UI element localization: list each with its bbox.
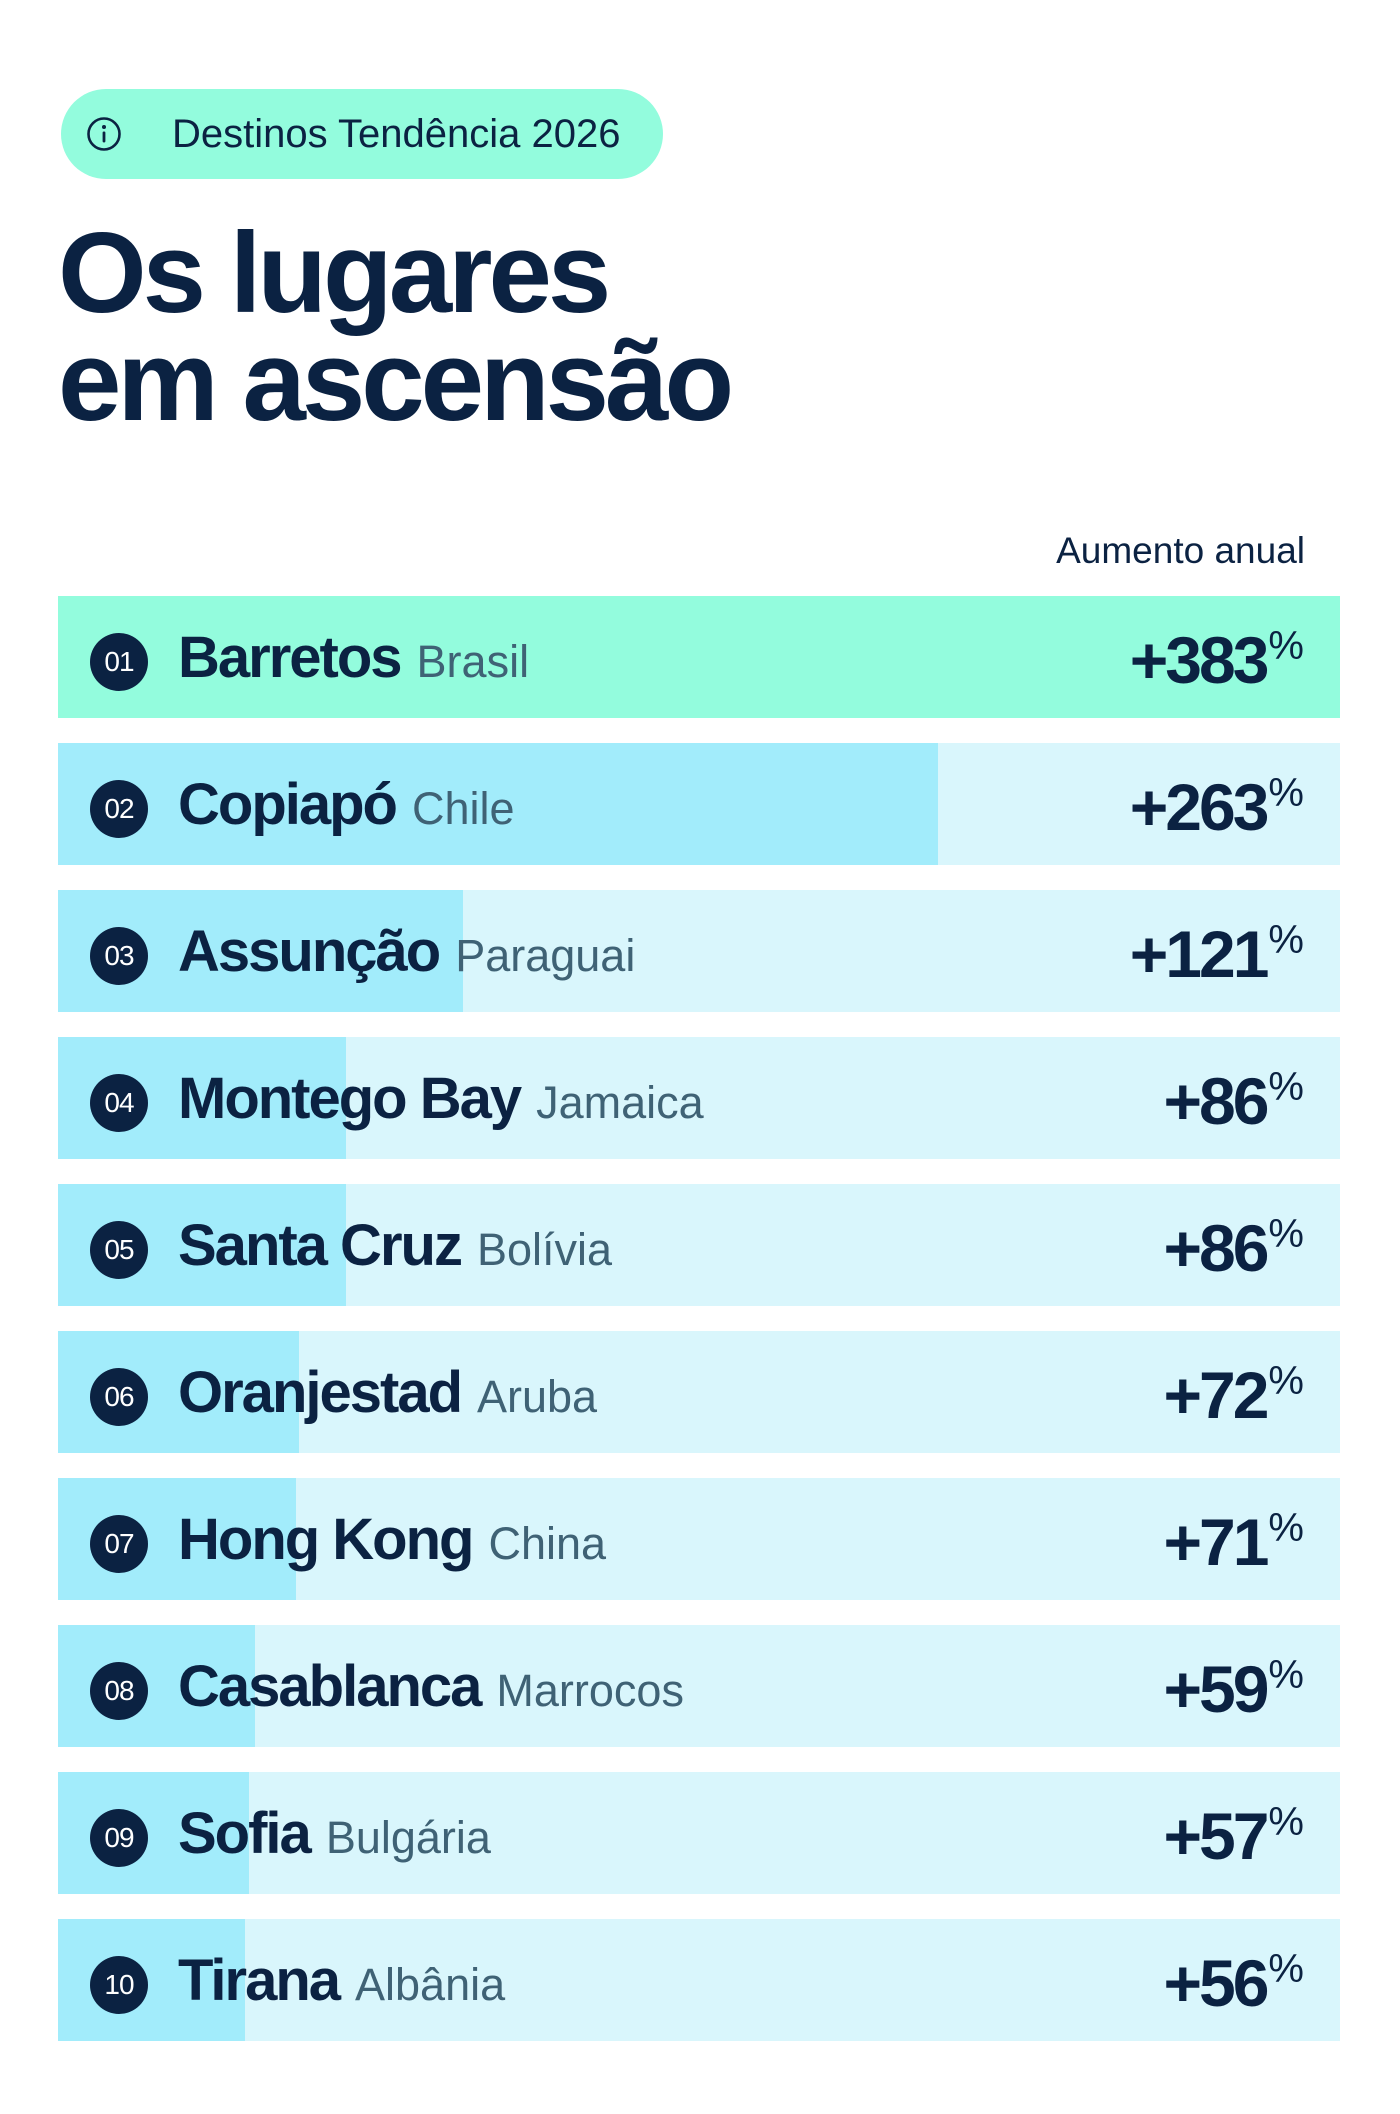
chart-row-03: 03 Assunção Paraguai +121% (58, 890, 1340, 1012)
destination-label: Santa Cruz Bolívia (178, 1212, 612, 1279)
growth-number: +263 (1129, 770, 1270, 844)
destination-label: Casablanca Marrocos (178, 1653, 684, 1720)
chart-row-09: 09 Sofia Bulgária +57% (58, 1772, 1340, 1894)
country-name: Chile (411, 783, 515, 834)
title-line-1: Os lugares (58, 210, 611, 337)
rank-badge: 06 (90, 1368, 148, 1426)
growth-value: +263% (1130, 769, 1304, 845)
percent-sign: % (1268, 1065, 1304, 1109)
chart-row-02: 02 Copiapó Chile +263% (58, 743, 1340, 865)
growth-value: +121% (1130, 916, 1304, 992)
destination-label: Barretos Brasil (178, 624, 529, 691)
city-name: Casablanca (178, 1654, 482, 1719)
city-name: Montego Bay (178, 1066, 522, 1131)
percent-sign: % (1268, 1947, 1304, 1991)
rank-badge: 01 (90, 633, 148, 691)
growth-value: +383% (1130, 622, 1304, 698)
growth-value: +71% (1163, 1504, 1304, 1580)
destination-label: Copiapó Chile (178, 771, 515, 838)
destination-label: Sofia Bulgária (178, 1800, 491, 1867)
rank-badge: 02 (90, 780, 148, 838)
city-name: Barretos (178, 625, 403, 690)
country-name: Paraguai (455, 930, 636, 981)
chart-bar-09 (58, 1772, 249, 1894)
country-name: Bulgária (325, 1812, 491, 1863)
badge-label: Destinos Tendência 2026 (172, 111, 621, 156)
destination-label: Montego Bay Jamaica (178, 1065, 704, 1132)
growth-number: +57 (1163, 1799, 1269, 1873)
rank-badge: 05 (90, 1221, 148, 1279)
growth-value: +86% (1163, 1210, 1304, 1286)
chart-row-01: 01 Barretos Brasil +383% (58, 596, 1340, 718)
percent-sign: % (1268, 624, 1304, 668)
percent-sign: % (1268, 771, 1304, 815)
percent-sign: % (1268, 918, 1304, 962)
city-name: Hong Kong (178, 1507, 474, 1572)
page-title: Os lugares em ascensão (58, 210, 734, 445)
growth-value: +59% (1163, 1651, 1304, 1727)
percent-sign: % (1268, 1359, 1304, 1403)
growth-number: +121 (1129, 917, 1270, 991)
city-name: Tirana (178, 1948, 341, 2013)
growth-number: +72 (1163, 1358, 1269, 1432)
chart-row-10: 10 Tirana Albânia +56% (58, 1919, 1340, 2041)
percent-sign: % (1268, 1212, 1304, 1256)
city-name: Oranjestad (178, 1360, 463, 1425)
value-column-header: Aumento anual (1056, 530, 1305, 571)
percent-sign: % (1268, 1653, 1304, 1697)
trend-badge: Destinos Tendência 2026 (61, 89, 664, 179)
percent-sign: % (1268, 1506, 1304, 1550)
country-name: Aruba (477, 1371, 598, 1422)
country-name: Bolívia (476, 1224, 613, 1275)
country-name: China (488, 1518, 607, 1569)
chart-row-08: 08 Casablanca Marrocos +59% (58, 1625, 1340, 1747)
growth-value: +56% (1163, 1945, 1304, 2021)
chart-row-07: 07 Hong Kong China +71% (58, 1478, 1340, 1600)
growth-value: +57% (1163, 1798, 1304, 1874)
rank-badge: 08 (90, 1662, 148, 1720)
chart-bar-10 (58, 1919, 246, 2041)
chart-row-06: 06 Oranjestad Aruba +72% (58, 1331, 1340, 1453)
rank-badge: 10 (90, 1956, 148, 2014)
country-name: Jamaica (536, 1077, 704, 1128)
city-name: Sofia (178, 1801, 312, 1866)
chart-row-04: 04 Montego Bay Jamaica +86% (58, 1037, 1340, 1159)
growth-number: +383 (1129, 623, 1270, 697)
growth-number: +86 (1163, 1211, 1269, 1285)
country-name: Albânia (355, 1959, 506, 2010)
destination-label: Oranjestad Aruba (178, 1359, 597, 1426)
destination-label: Assunção Paraguai (178, 918, 635, 985)
chart-bar-02 (58, 743, 939, 865)
percent-sign: % (1268, 1800, 1304, 1844)
country-name: Marrocos (496, 1665, 684, 1716)
rank-badge: 03 (90, 927, 148, 985)
city-name: Santa Cruz (178, 1213, 463, 1278)
city-name: Assunção (178, 919, 441, 984)
country-name: Brasil (416, 636, 530, 687)
destination-label: Hong Kong China (178, 1506, 606, 1573)
growth-number: +71 (1163, 1505, 1269, 1579)
city-name: Copiapó (178, 772, 398, 837)
destination-label: Tirana Albânia (178, 1947, 505, 2014)
title-line-2: em ascensão (58, 318, 734, 445)
rank-badge: 07 (90, 1515, 148, 1573)
chart-row-05: 05 Santa Cruz Bolívia +86% (58, 1184, 1340, 1306)
rank-badge: 04 (90, 1074, 148, 1132)
ranking-chart: 01 Barretos Brasil +383% 02 Copiapó Chile +263%… (58, 596, 1340, 2066)
growth-number: +59 (1163, 1652, 1269, 1726)
rank-badge: 09 (90, 1809, 148, 1867)
growth-value: +86% (1163, 1063, 1304, 1139)
growth-value: +72% (1163, 1357, 1304, 1433)
chart-bar-01 (58, 596, 1340, 718)
growth-number: +56 (1163, 1946, 1269, 2020)
growth-number: +86 (1163, 1064, 1269, 1138)
info-icon (87, 117, 121, 151)
